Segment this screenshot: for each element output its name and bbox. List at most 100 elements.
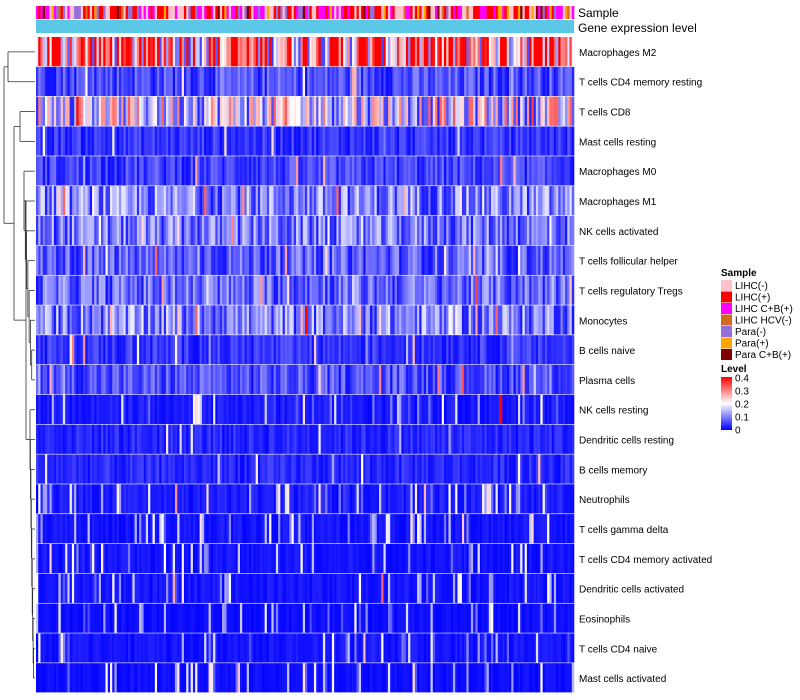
heatmap-cell <box>192 37 196 67</box>
heatmap-cell <box>195 275 198 305</box>
heatmap-cell <box>206 305 209 335</box>
heatmap-cell <box>522 305 525 335</box>
heatmap-cell <box>313 96 317 126</box>
heatmap-cell <box>549 454 552 484</box>
heatmap-cell <box>571 484 575 514</box>
heatmap-cell <box>504 275 508 305</box>
heatmap-cell <box>526 186 530 216</box>
heatmap-cell <box>441 156 445 186</box>
heatmap-cell <box>461 454 465 484</box>
heatmap-cell <box>139 37 142 67</box>
heatmap-cell <box>495 66 499 97</box>
heatmap-cell <box>210 126 214 156</box>
heatmap-cell <box>504 365 508 395</box>
heatmap-cell <box>477 66 481 97</box>
heatmap-cell <box>233 245 236 275</box>
heatmap-cell <box>562 126 566 156</box>
heatmap-cell <box>231 96 234 126</box>
heatmap-cell <box>172 603 176 633</box>
heatmap-cell <box>278 394 281 425</box>
heatmap-cell <box>316 275 319 305</box>
heatmap-cell <box>486 484 490 514</box>
heatmap-cell <box>495 275 499 305</box>
heatmap-cell <box>278 186 281 216</box>
heatmap-cell <box>560 66 564 97</box>
heatmap-cell <box>508 573 512 603</box>
heatmap-cell <box>226 394 230 425</box>
heatmap-cell <box>461 66 465 97</box>
heatmap-cell <box>51 543 55 574</box>
heatmap-cell <box>89 126 93 156</box>
sample-annotation-cell <box>547 6 550 19</box>
heatmap-cell <box>529 96 532 126</box>
heatmap-cell <box>305 454 308 484</box>
heatmap-cell <box>237 37 241 67</box>
heatmap-cell <box>535 454 539 484</box>
heatmap-cell <box>280 37 283 67</box>
heatmap-cell <box>231 126 234 156</box>
heatmap-cell <box>224 126 227 156</box>
heatmap-cell <box>36 484 39 514</box>
heatmap-cell <box>271 305 274 335</box>
heatmap-cell <box>201 96 205 126</box>
heatmap-cell <box>101 543 104 574</box>
heatmap-cell <box>213 424 216 454</box>
heatmap-cell <box>105 156 109 186</box>
heatmap-cell <box>96 96 100 126</box>
heatmap-cell <box>520 245 523 275</box>
heatmap-cell <box>466 573 469 603</box>
heatmap-cell <box>529 454 532 484</box>
heatmap-cell <box>549 305 552 335</box>
heatmap-cell <box>421 126 425 156</box>
sample-annotation-cell <box>313 6 317 19</box>
heatmap-cell <box>125 126 129 156</box>
heatmap-cell <box>148 394 151 425</box>
heatmap-cell <box>47 275 50 305</box>
heatmap-cell <box>114 275 117 305</box>
heatmap-cell <box>36 126 39 156</box>
heatmap-cell <box>504 454 508 484</box>
heatmap-cell <box>340 96 344 126</box>
heatmap-cell <box>273 424 277 454</box>
heatmap-cell <box>316 454 319 484</box>
heatmap-cell <box>401 186 404 216</box>
heatmap-cell <box>408 454 411 484</box>
heatmap-cell <box>390 215 393 246</box>
heatmap-cell <box>139 454 142 484</box>
sample-annotation-cell <box>89 6 93 19</box>
heatmap-cell <box>569 186 573 216</box>
heatmap-cell <box>500 514 503 544</box>
heatmap-cell <box>533 543 537 574</box>
heatmap-cell <box>439 126 443 156</box>
sample-annotation-cell <box>103 6 106 19</box>
heatmap-cell <box>457 543 460 574</box>
heatmap-cell <box>558 514 561 544</box>
heatmap-cell <box>459 514 463 544</box>
heatmap-cell <box>105 275 109 305</box>
heatmap-cell <box>363 245 366 275</box>
heatmap-cell <box>222 603 225 633</box>
heatmap-cell <box>383 394 386 425</box>
heatmap-cell <box>170 484 174 514</box>
heatmap-cell <box>172 454 176 484</box>
heatmap-cell <box>83 454 86 484</box>
heatmap-cell <box>44 514 48 544</box>
heatmap-cell <box>49 186 52 216</box>
heatmap-cell <box>127 365 131 395</box>
heatmap-cell <box>452 484 456 514</box>
heatmap-cell <box>143 365 147 395</box>
sample-annotation-cell <box>62 6 66 19</box>
heatmap-cell <box>443 365 447 395</box>
heatmap-cell <box>208 215 212 246</box>
heatmap-cell <box>410 454 413 484</box>
heatmap-cell <box>201 156 205 186</box>
heatmap-cell <box>417 573 420 603</box>
heatmap-cell <box>367 484 371 514</box>
heatmap-cell <box>466 394 469 425</box>
heatmap-cell <box>508 424 512 454</box>
heatmap-cell <box>132 275 135 305</box>
heatmap-cell <box>439 424 443 454</box>
heatmap-cell <box>210 335 214 365</box>
heatmap-cell <box>435 215 438 246</box>
heatmap-cell <box>538 96 541 126</box>
